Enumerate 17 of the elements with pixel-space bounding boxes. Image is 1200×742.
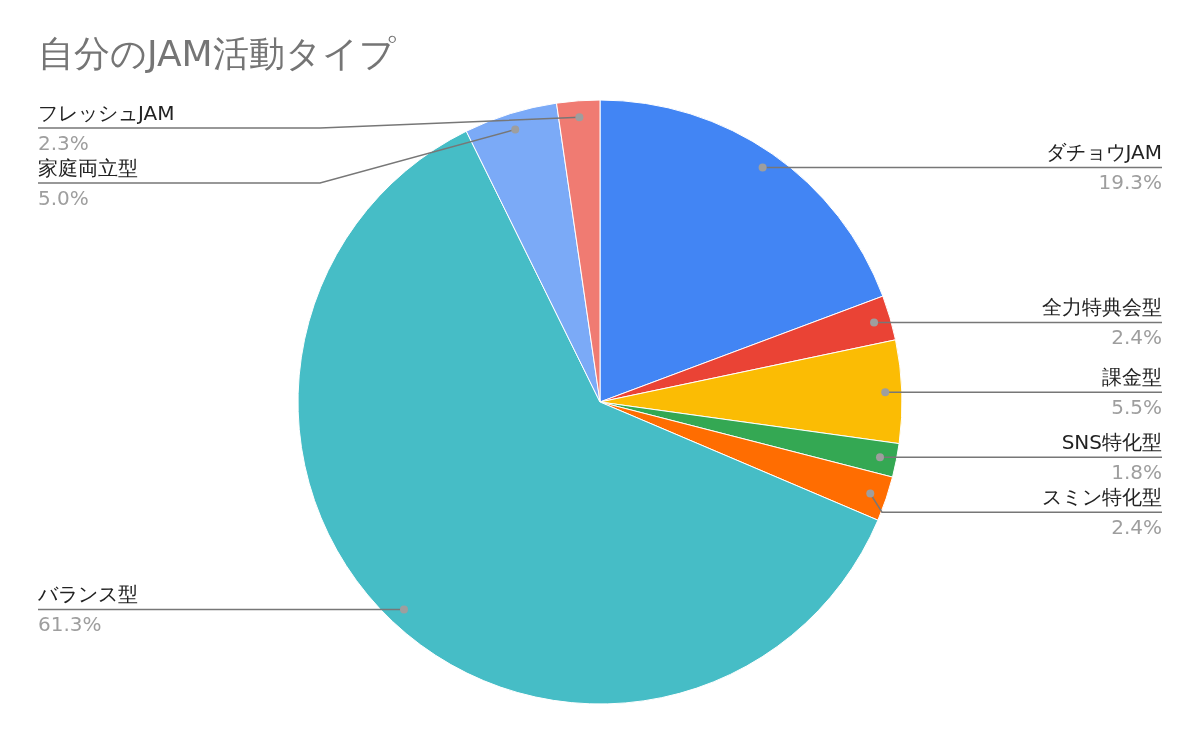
slice-label: スミン特化型 bbox=[1042, 485, 1162, 510]
slice-label: 課金型 bbox=[1102, 365, 1162, 390]
slice-label: ダチョウJAM bbox=[1045, 140, 1162, 165]
data-label: 1.8% bbox=[1111, 460, 1162, 485]
chart-title: 自分のJAM活動タイプ bbox=[38, 33, 396, 74]
data-label: 5.5% bbox=[1111, 395, 1162, 420]
data-label: 61.3% bbox=[38, 612, 102, 637]
data-label: 5.0% bbox=[38, 186, 89, 210]
data-label: 2.4% bbox=[1111, 325, 1162, 350]
slice-label: SNS特化型 bbox=[1061, 430, 1162, 455]
slice-label: バランス型 bbox=[37, 582, 138, 607]
slice-label: 全力特典会型 bbox=[1042, 295, 1162, 320]
data-label: 2.3% bbox=[38, 131, 89, 155]
data-label: 2.4% bbox=[1111, 515, 1162, 540]
slice-label: フレッシュJAM bbox=[38, 101, 175, 125]
data-label: 19.3% bbox=[1098, 170, 1162, 195]
slice-label: 家庭両立型 bbox=[38, 156, 138, 180]
